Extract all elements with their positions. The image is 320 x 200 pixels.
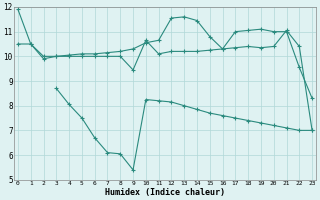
X-axis label: Humidex (Indice chaleur): Humidex (Indice chaleur) [105, 188, 225, 197]
